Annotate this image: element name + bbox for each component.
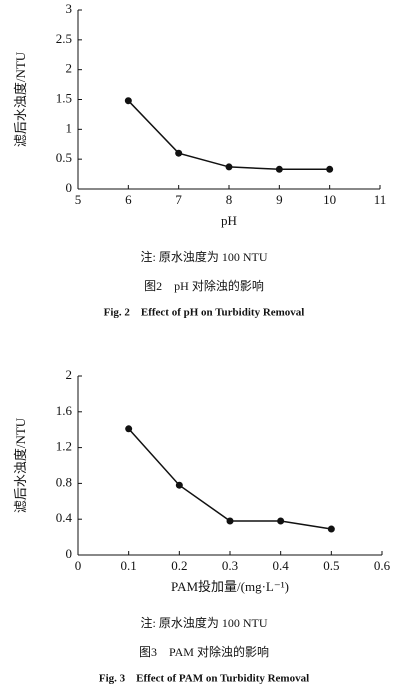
figure-title: 图3 PAM 对除浊的影响 bbox=[139, 644, 269, 659]
figure-title-en: Fig. 2 Effect of pH on Turbidity Removal bbox=[104, 307, 305, 319]
x-tick-label: 0.5 bbox=[323, 558, 339, 573]
x-tick-label: 0 bbox=[75, 558, 82, 573]
y-tick-label: 2 bbox=[66, 61, 73, 76]
x-tick-label: 5 bbox=[75, 192, 82, 207]
x-tick-label: 9 bbox=[276, 192, 283, 207]
figure-title-en: Fig. 3 Effect of PAM on Turbidity Remova… bbox=[99, 673, 309, 685]
point bbox=[326, 165, 334, 173]
x-tick-label: 6 bbox=[125, 192, 132, 207]
y-axis-label: 滤后水浊度/NTU bbox=[13, 51, 28, 147]
x-tick-label: 0.3 bbox=[222, 558, 238, 573]
point bbox=[275, 165, 283, 173]
note: 注: 原水浊度为 100 NTU bbox=[141, 615, 268, 630]
figure-title: 图2 pH 对除浊的影响 bbox=[144, 278, 264, 293]
line bbox=[127, 100, 330, 171]
x-tick-label: 0.2 bbox=[171, 558, 187, 573]
point bbox=[124, 97, 132, 105]
x-tick-label: 11 bbox=[374, 192, 387, 207]
point bbox=[327, 525, 335, 533]
y-axis-label: 滤后水浊度/NTU bbox=[13, 417, 28, 513]
point bbox=[175, 481, 183, 489]
x-axis-label: PAM投加量/(mg·L⁻¹) bbox=[171, 579, 289, 594]
y-tick-label: 0.4 bbox=[56, 510, 73, 525]
y-tick-label: 1 bbox=[66, 120, 73, 135]
y-tick-label: 3 bbox=[66, 1, 73, 16]
point bbox=[125, 425, 133, 433]
x-tick-label: 10 bbox=[323, 192, 336, 207]
y-tick-label: 0 bbox=[66, 180, 73, 195]
x-axis-label: pH bbox=[221, 213, 237, 228]
y-tick-label: 2.5 bbox=[56, 31, 72, 46]
point bbox=[277, 517, 285, 525]
line bbox=[128, 428, 332, 530]
point bbox=[225, 163, 233, 171]
y-tick-label: 1.5 bbox=[56, 90, 72, 105]
point bbox=[226, 517, 234, 525]
point bbox=[175, 149, 183, 157]
x-tick-label: 0.6 bbox=[374, 558, 391, 573]
x-tick-label: 8 bbox=[226, 192, 233, 207]
y-tick-label: 0.5 bbox=[56, 150, 72, 165]
y-tick-label: 2 bbox=[66, 367, 73, 382]
x-tick-label: 0.4 bbox=[273, 558, 290, 573]
x-tick-label: 0.1 bbox=[121, 558, 137, 573]
x-tick-label: 7 bbox=[175, 192, 182, 207]
y-tick-label: 0 bbox=[66, 546, 73, 561]
y-tick-label: 1.2 bbox=[56, 439, 72, 454]
note: 注: 原水浊度为 100 NTU bbox=[141, 249, 268, 264]
y-tick-label: 0.8 bbox=[56, 474, 72, 489]
y-tick-label: 1.6 bbox=[56, 403, 73, 418]
